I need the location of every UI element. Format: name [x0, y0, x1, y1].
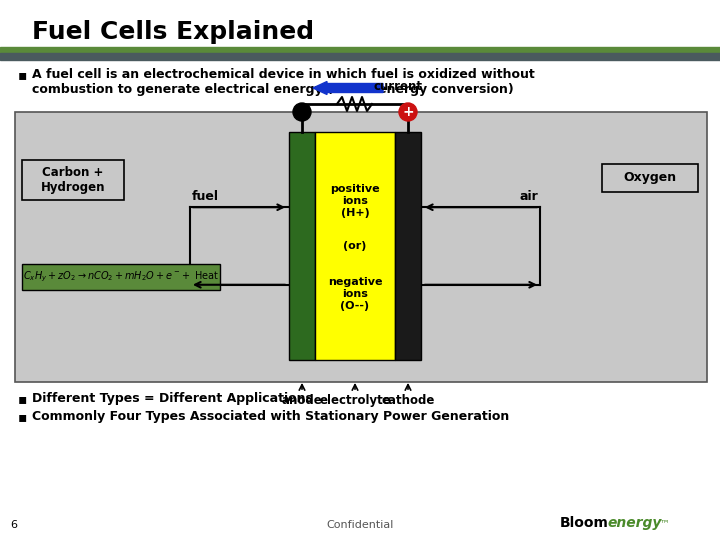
- Text: electrolyte: electrolyte: [319, 394, 391, 407]
- Text: +: +: [402, 105, 414, 119]
- Text: energy: energy: [607, 516, 662, 530]
- Text: ▪: ▪: [18, 68, 27, 82]
- Bar: [15, 112, 707, 382]
- Text: negative
ions
(O--): negative ions (O--): [328, 276, 382, 312]
- Text: current: current: [373, 80, 422, 93]
- Bar: [395, 132, 421, 360]
- Text: Carbon +
Hydrogen: Carbon + Hydrogen: [41, 166, 105, 194]
- Bar: [289, 132, 315, 360]
- FancyArrow shape: [313, 82, 383, 94]
- Text: Fuel Cells Explained: Fuel Cells Explained: [32, 20, 314, 44]
- Text: anode: anode: [282, 394, 323, 407]
- Circle shape: [293, 103, 311, 121]
- Text: Different Types = Different Applications: Different Types = Different Applications: [32, 392, 313, 405]
- Bar: [0, 47, 720, 53]
- Circle shape: [399, 103, 417, 121]
- Text: positive
ions
(H+): positive ions (H+): [330, 184, 380, 218]
- Bar: [602, 164, 698, 192]
- Text: A fuel cell is an electrochemical device in which fuel is oxidized without: A fuel cell is an electrochemical device…: [32, 68, 535, 81]
- Text: Bloom: Bloom: [560, 516, 609, 530]
- Text: combustion to generate electrical energy (direct energy conversion): combustion to generate electrical energy…: [32, 83, 514, 96]
- Text: Confidential: Confidential: [326, 520, 394, 530]
- Text: ™: ™: [660, 518, 670, 528]
- Text: 6: 6: [10, 520, 17, 530]
- Text: (or): (or): [343, 241, 366, 251]
- Text: ▪: ▪: [18, 410, 27, 424]
- Text: Oxygen: Oxygen: [624, 172, 677, 185]
- Bar: [22, 160, 124, 200]
- Text: Commonly Four Types Associated with Stationary Power Generation: Commonly Four Types Associated with Stat…: [32, 410, 509, 423]
- Text: $C_xH_y + zO_2 \rightarrow nCO_2 + mH_2O + e^-\!+$ Heat: $C_xH_y + zO_2 \rightarrow nCO_2 + mH_2O…: [23, 270, 219, 284]
- Bar: [0, 53, 720, 60]
- Text: fuel: fuel: [192, 190, 219, 203]
- Bar: [315, 132, 395, 360]
- Text: cathode: cathode: [382, 394, 435, 407]
- Bar: [22, 264, 220, 290]
- Text: ▪: ▪: [18, 392, 27, 406]
- Text: air: air: [519, 190, 538, 203]
